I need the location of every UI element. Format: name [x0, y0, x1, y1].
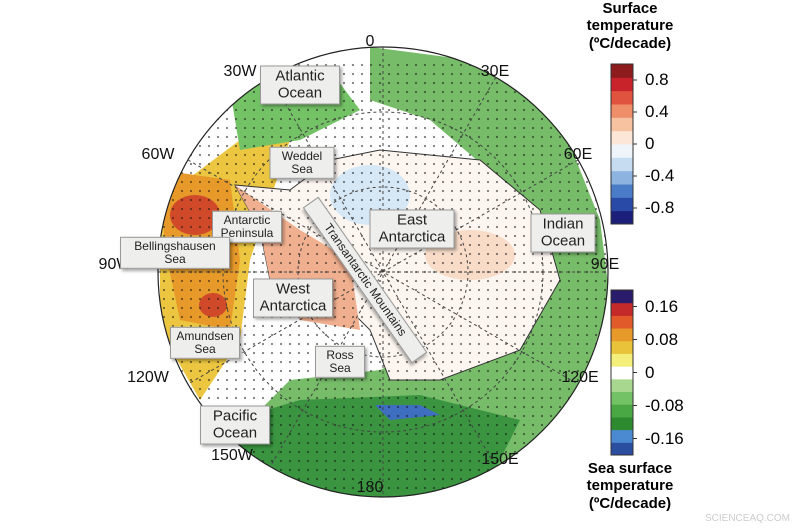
colorbar-segment — [611, 302, 633, 316]
colorbar-tick-label: -0.4 — [645, 166, 675, 185]
colorbar-segment — [611, 340, 633, 354]
longitude-label: 150W — [211, 447, 253, 464]
colorbar-segment — [611, 378, 633, 393]
colorbar-segment — [611, 90, 633, 105]
longitude-label: 180 — [356, 479, 384, 496]
longitude-label: 120E — [561, 369, 599, 386]
region-label: Pacific Ocean — [200, 405, 270, 445]
longitude-label: 90E — [590, 256, 620, 273]
longitude-label: 30E — [480, 63, 510, 80]
colorbar-segment — [611, 328, 633, 342]
meridians — [158, 47, 608, 497]
region-label: West Antarctica — [253, 278, 333, 318]
colorbar-segment — [611, 404, 633, 418]
region-label: East Antarctica — [369, 209, 455, 249]
colorbar-segment — [611, 144, 633, 158]
longitude-label: 60W — [141, 146, 175, 163]
colorbar-segment — [611, 210, 633, 225]
longitude-label: 120W — [127, 369, 169, 386]
colorbar-title: Sea surface temperature (ºC/decade) — [586, 460, 674, 512]
longitude-label: 30W — [223, 63, 257, 80]
colorbar-segment — [611, 366, 633, 380]
colorbar-segment — [611, 353, 633, 367]
colorbar-segment — [611, 117, 633, 132]
colorbar-segment — [611, 290, 633, 304]
colorbar-tick-label: -0.8 — [645, 198, 675, 217]
colorbar-segment — [611, 157, 633, 172]
colorbar-segment — [611, 315, 633, 329]
colorbar-tick-label: 0.4 — [645, 102, 669, 121]
colorbar-tick-label: 0.8 — [645, 70, 669, 89]
colorbar-segment — [611, 170, 633, 185]
colorbar-segment — [611, 104, 633, 118]
region-label: Atlantic Ocean — [260, 65, 340, 105]
colorbar-segment — [611, 391, 633, 405]
colorbar-segment — [611, 64, 633, 78]
colorbar-tick-label: 0.08 — [645, 329, 679, 349]
region-label: Amundsen Sea — [170, 326, 240, 360]
longitude-label: 60E — [563, 146, 593, 163]
region-label: Bellingshausen Sea — [120, 236, 230, 270]
longitude-label: 0 — [365, 33, 375, 50]
region-label: Indian Ocean — [530, 213, 596, 253]
colorbar-segment — [611, 77, 633, 92]
colorbar-tick-label: 0 — [645, 134, 655, 153]
watermark: SCIENCEAQ.COM — [704, 513, 790, 524]
region-label: Weddel Sea — [269, 146, 335, 180]
colorbar-segment — [611, 429, 633, 443]
colorbar-tick-label: 0.16 — [645, 296, 679, 316]
longitude-label: 150E — [481, 451, 519, 468]
colorbar-segment — [611, 416, 633, 431]
region-label: Ross Sea — [315, 345, 365, 379]
colorbar-title: Surface temperature (ºC/decade) — [586, 0, 674, 52]
colorbar-tick-label: 0 — [645, 362, 655, 382]
colorbar-segment — [611, 130, 633, 145]
colorbar-segment — [611, 184, 633, 198]
colorbar-tick-label: -0.16 — [645, 428, 684, 448]
colorbar-tick-label: -0.08 — [645, 395, 684, 415]
colorbar-segment — [611, 197, 633, 212]
colorbar-segment — [611, 442, 633, 456]
